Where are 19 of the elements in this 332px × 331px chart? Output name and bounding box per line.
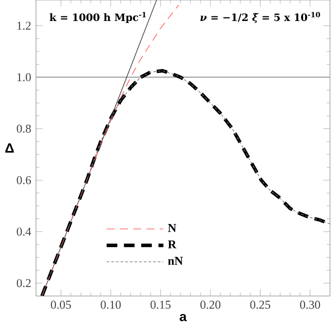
y-axis-title: Δ [5,143,14,153]
y-tick-label: 0.2 [16,279,31,288]
x-tick-label: 0.20 [200,300,220,309]
x-tick-label: 0.15 [150,300,171,309]
y-tick-label: 1.0 [17,73,31,82]
legend-label: R [168,240,176,248]
x-tick-label: 0.05 [50,300,71,309]
annotation: ν = −1/2 ξ̃ = 5 x 10$^{-10}$ [200,12,320,24]
x-tick-label: 0.10 [100,300,121,309]
x-tick-label: 0.25 [250,300,270,309]
x-axis-title: a [180,314,187,322]
y-tick-label: 0.8 [16,124,31,133]
annotation: k = 1000 h Mpc$^{-1}$ [50,12,146,24]
legend-label: nN [168,256,183,265]
y-tick-label: 1.2 [17,22,31,30]
legend-label: N [168,224,176,232]
y-tick-label: 0.6 [16,176,31,184]
y-tick-label: 0.4 [16,228,32,236]
x-tick-label: 0.30 [300,300,320,309]
